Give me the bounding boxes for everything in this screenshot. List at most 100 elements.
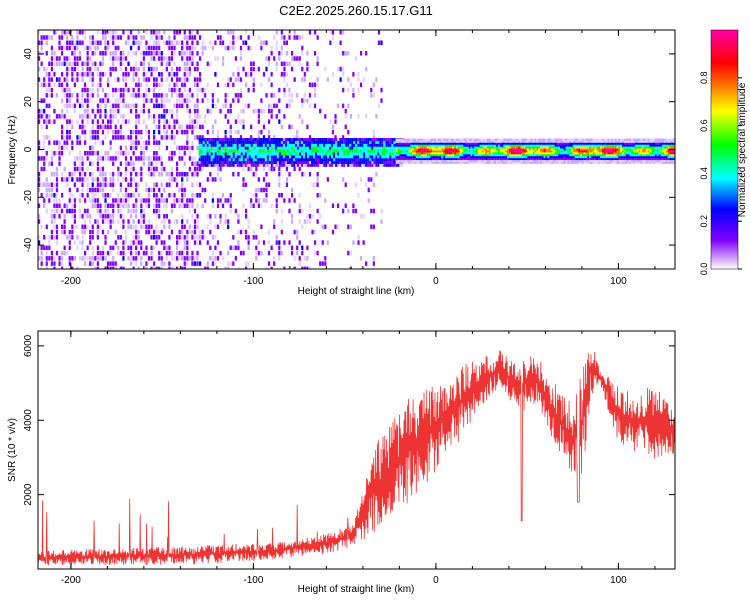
heatmap-cell xyxy=(403,140,405,143)
heatmap-cell xyxy=(476,159,478,162)
heatmap-cell xyxy=(299,152,302,156)
heatmap-cell xyxy=(403,157,405,161)
heatmap-cell xyxy=(129,166,133,172)
heatmap-cell xyxy=(463,138,466,141)
heatmap-cell xyxy=(38,182,41,187)
heatmap-cell xyxy=(268,163,271,167)
heatmap-cell xyxy=(563,159,566,162)
heatmap-cell xyxy=(224,98,227,103)
heatmap-cell xyxy=(301,158,304,162)
heatmap-cell xyxy=(280,152,283,156)
heatmap-cell xyxy=(198,56,202,61)
heatmap-cell xyxy=(294,155,297,159)
heatmap-cell xyxy=(256,160,259,164)
heatmap-cell xyxy=(527,155,530,159)
heatmap-cell xyxy=(600,146,603,149)
heatmap-cell xyxy=(66,129,69,135)
heatmap-cell xyxy=(401,151,404,155)
heatmap-cell xyxy=(280,229,283,235)
heatmap-cell xyxy=(306,256,309,261)
heatmap-cell xyxy=(408,146,411,149)
heatmap-cell xyxy=(311,158,314,162)
heatmap-cell xyxy=(114,135,117,140)
spectrogram-heatmap xyxy=(38,30,675,269)
heatmap-cell xyxy=(570,144,573,147)
heatmap-cell xyxy=(383,138,386,142)
heatmap-cell xyxy=(152,208,156,214)
heatmap-cell xyxy=(152,156,156,161)
heatmap-cell xyxy=(186,145,189,151)
heatmap-cell xyxy=(290,143,293,147)
heatmap-cell xyxy=(285,166,289,172)
heatmap-cell xyxy=(135,187,138,193)
heatmap-cell xyxy=(158,203,161,209)
heatmap-cell xyxy=(620,142,623,145)
heatmap-cell xyxy=(347,250,350,256)
heatmap-cell xyxy=(399,153,402,157)
heatmap-cell xyxy=(175,93,179,98)
heatmap-cell xyxy=(556,161,559,164)
heatmap-cell xyxy=(432,149,435,153)
heatmap-cell xyxy=(150,256,153,261)
heatmap-cell xyxy=(140,51,143,56)
heatmap-cell xyxy=(286,138,289,142)
heatmap-cell xyxy=(188,30,191,35)
heatmap-cell xyxy=(616,146,619,149)
heatmap-cell xyxy=(181,145,184,151)
heatmap-cell xyxy=(445,157,447,161)
heatmap-cell xyxy=(406,142,409,145)
heatmap-cell xyxy=(488,138,491,141)
heatmap-cell xyxy=(432,155,435,159)
heatmap-cell xyxy=(204,152,207,156)
heatmap-cell xyxy=(479,140,482,143)
heatmap-cell xyxy=(50,61,53,67)
heatmap-cell xyxy=(58,45,61,51)
heatmap-cell xyxy=(122,72,125,77)
heatmap-cell xyxy=(96,198,99,203)
heatmap-cell xyxy=(530,142,533,145)
heatmap-cell xyxy=(202,149,205,153)
heatmap-cell xyxy=(339,158,342,162)
heatmap-cell xyxy=(311,214,314,219)
heatmap-cell xyxy=(242,66,245,72)
heatmap-cell xyxy=(507,148,509,151)
heatmap-cell xyxy=(353,163,356,167)
heatmap-cell xyxy=(91,108,94,114)
heatmap-cell xyxy=(373,158,376,162)
heatmap-cell xyxy=(505,155,508,159)
heatmap-cell xyxy=(570,155,573,159)
heatmap-cell xyxy=(40,35,43,40)
heatmap-cell xyxy=(76,35,79,40)
heatmap-cell xyxy=(580,146,582,149)
heatmap-cell xyxy=(399,144,402,147)
heatmap-cell xyxy=(404,151,407,155)
heatmap-cell xyxy=(158,266,161,269)
heatmap-cell xyxy=(150,161,153,166)
heatmap-cell xyxy=(389,140,392,144)
heatmap-cell xyxy=(78,192,82,198)
heatmap-cell xyxy=(181,103,184,109)
heatmap-cell xyxy=(301,171,304,177)
heatmap-cell xyxy=(547,146,550,149)
heatmap-cell xyxy=(117,177,120,182)
heatmap-cell xyxy=(333,146,336,150)
heatmap-cell xyxy=(609,151,612,155)
heatmap-cell xyxy=(317,163,320,167)
heatmap-cell xyxy=(119,198,122,203)
heatmap-cell xyxy=(327,160,330,164)
heatmap-cell xyxy=(479,151,482,155)
heatmap-cell xyxy=(288,146,291,150)
heatmap-cell xyxy=(168,219,171,224)
heatmap-cell xyxy=(406,138,409,141)
heatmap-cell xyxy=(117,245,120,251)
heatmap-cell xyxy=(339,160,342,164)
heatmap-cell xyxy=(450,149,453,153)
heatmap-cell xyxy=(142,61,145,67)
heatmap-cell xyxy=(313,30,317,35)
heatmap-cell xyxy=(210,143,213,147)
heatmap-cell xyxy=(468,153,471,157)
heatmap-cell xyxy=(342,51,345,56)
heatmap-cell xyxy=(561,159,564,162)
heatmap-cell xyxy=(432,140,435,143)
heatmap-cell xyxy=(160,198,163,203)
